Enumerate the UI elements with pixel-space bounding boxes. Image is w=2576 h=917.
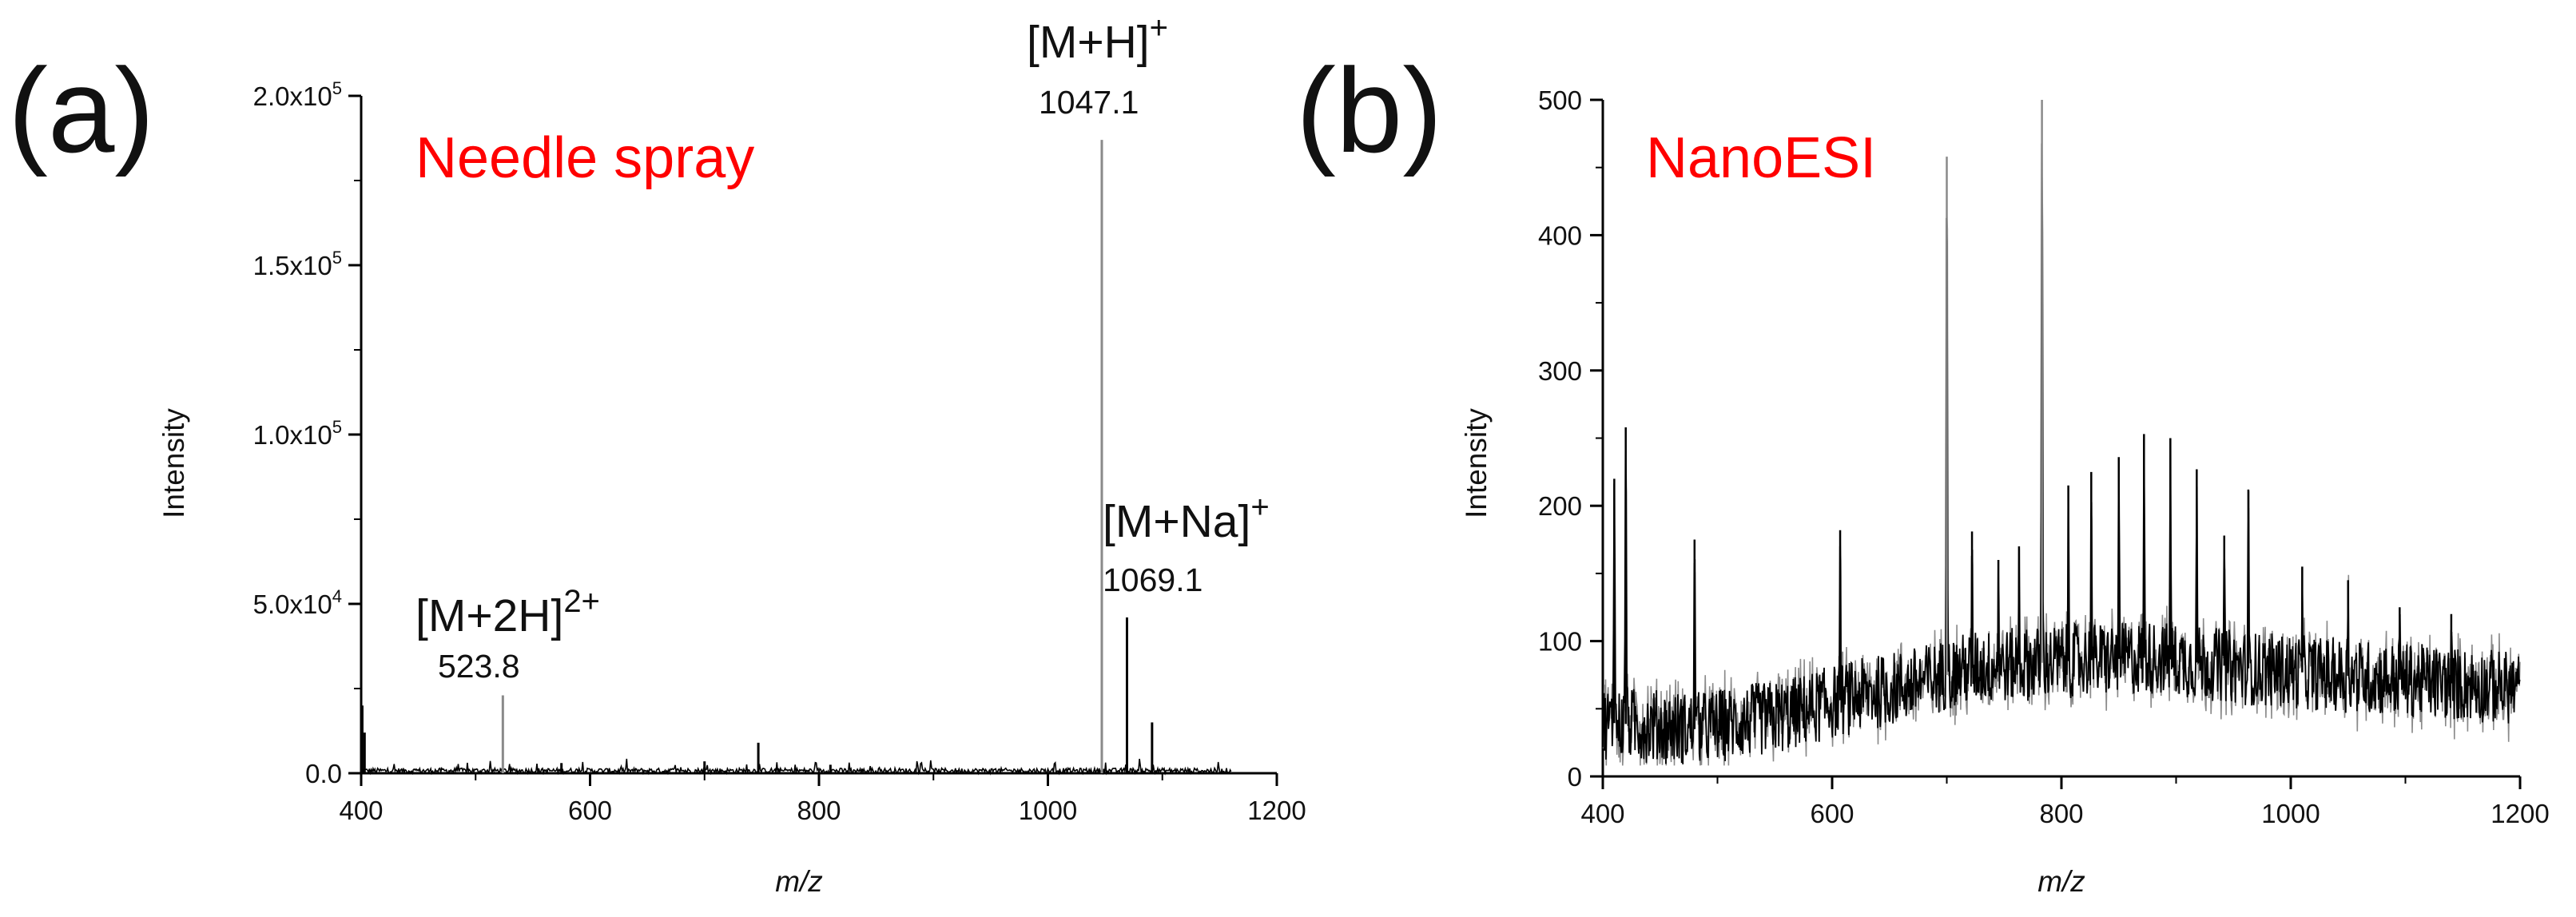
panel-b-x-tick-label: 400: [1580, 799, 1624, 828]
panel-b-letter: (b): [1296, 43, 1442, 177]
panel-a-baseline-trace: [360, 758, 1232, 776]
panel-a-title: Needle spray: [415, 126, 754, 190]
panel-b-title: NanoESI: [1646, 126, 1876, 190]
panel-a-x-axis-title: m/z: [775, 865, 823, 898]
ion-label: [M+Na]+: [1103, 490, 1270, 547]
panel-a-y-axis-title: Intensity: [157, 408, 190, 518]
panel-a-y-tick-label: 5.0x104: [253, 586, 342, 619]
panel-b-y-tick-label: 0: [1568, 762, 1582, 792]
mz-value-label: 1047.1: [1039, 84, 1139, 121]
panel-b-x-tick-label: 600: [1810, 799, 1854, 828]
panel-a-x-tick-label: 1000: [1019, 796, 1077, 825]
panel-a-x-tick-label: 400: [339, 796, 383, 825]
panel-a-x-tick-label: 1200: [1247, 796, 1306, 825]
panel-b-y-tick-label: 400: [1538, 220, 1582, 250]
panel-b-y-tick-label: 200: [1538, 491, 1582, 521]
panel-b-axes: 400 600 800 1000 1200 0 100 200 300 400 500: [1538, 85, 2550, 828]
ion-label: [M+2H]2+: [415, 584, 600, 641]
panel-b-y-tick-label: 100: [1538, 627, 1582, 657]
panel-a-y-tick-label: 1.0x105: [253, 417, 342, 450]
panel-b-y-tick-label: 500: [1538, 85, 1582, 115]
mz-value-label: 1069.1: [1103, 562, 1203, 598]
panel-a-ion-annotations: [M+2H]2+ 523.8 [M+H]+ 1047.1 [M+Na]+ 1069.1: [415, 10, 1270, 685]
panel-b-spectrum: [1602, 100, 2521, 766]
panel-b-x-axis-title: m/z: [2037, 865, 2085, 898]
mz-value-label: 523.8: [438, 648, 520, 685]
panel-b-trace-replicate: [1602, 149, 2521, 766]
panel-a-axes: 400 600 800 1000 1200 0.0 5.0x104 1.0x105 1.5x10…: [253, 78, 1306, 825]
panel-b-x-tick-label: 800: [2039, 799, 2083, 828]
panel-b-trace: [1602, 143, 2521, 764]
panel-a-spectrum: [360, 140, 1232, 776]
panel-a-y-tick-label: 0.0: [305, 759, 342, 788]
ion-label: [M+H]+: [1027, 10, 1168, 68]
panel-a: (a) Needle spray 400 600 800 1000 1200 0.0 5.0…: [8, 10, 1306, 898]
panel-b-x-tick-label: 1200: [2491, 799, 2549, 828]
panel-a-y-tick-label: 2.0x105: [253, 78, 342, 111]
panel-b-y-axis-title: Intensity: [1460, 408, 1493, 518]
panel-a-x-tick-label: 600: [568, 796, 612, 825]
panel-b-y-tick-label: 300: [1538, 356, 1582, 386]
panel-a-x-tick-label: 800: [797, 796, 841, 825]
panel-b-x-tick-label: 1000: [2261, 799, 2320, 828]
panel-a-letter: (a): [8, 43, 154, 177]
panel-b: (b) NanoESI 400 600 800 1000 120001002003004…: [1296, 43, 2550, 898]
panel-a-y-tick-label: 1.5x105: [253, 248, 342, 280]
